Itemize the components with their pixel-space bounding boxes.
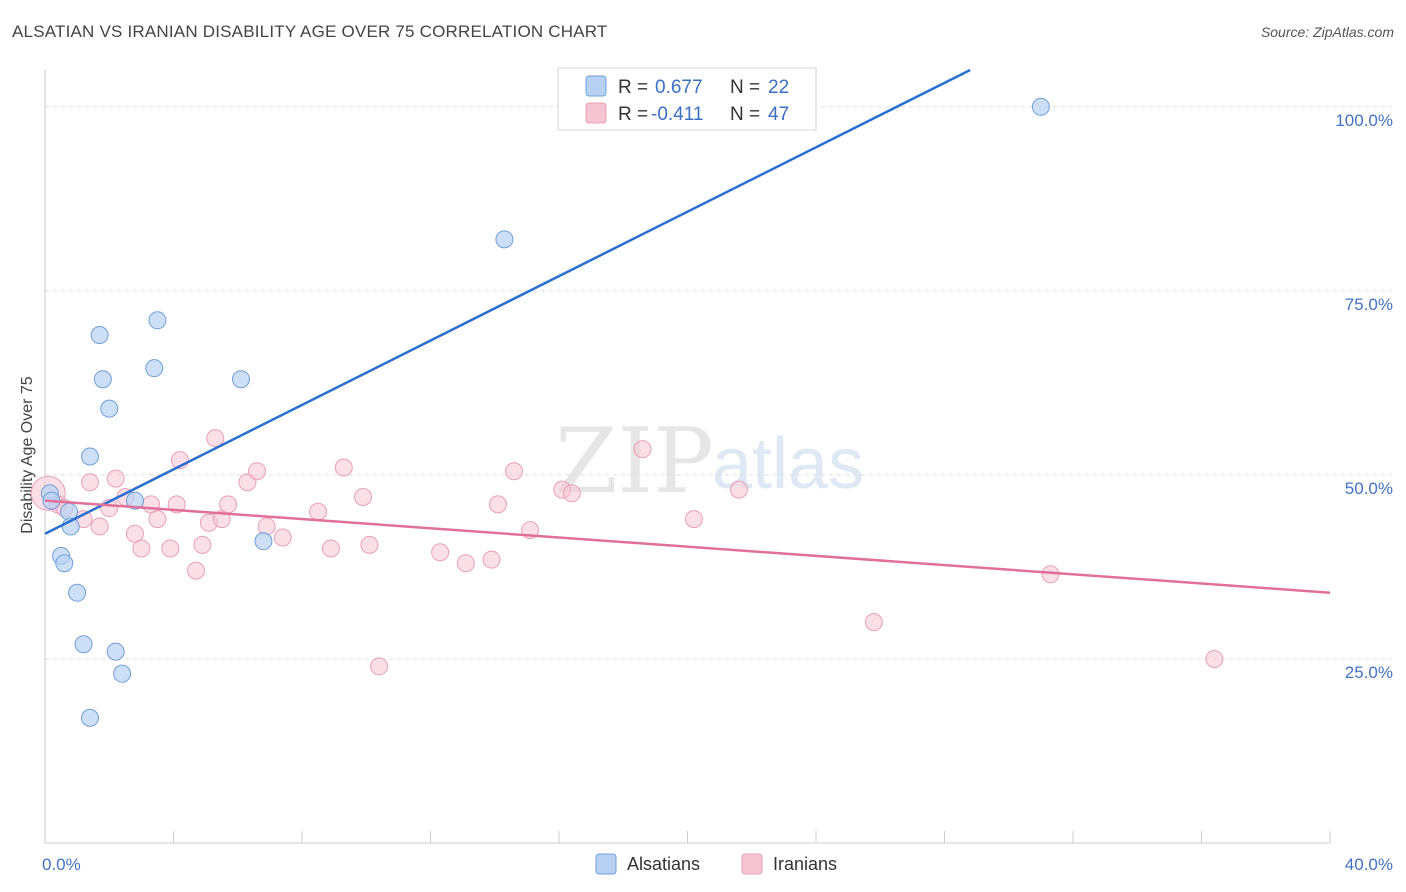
legend-r-label-iranians: R = [618,104,648,125]
series-legend-iranians: Iranians [773,854,837,874]
series-legend-alsatians: Alsatians [627,854,700,874]
alsatians-point [113,664,132,683]
series-legend-swatch-iranians [741,853,763,875]
iranians-point [321,539,340,558]
watermark-zip: ZIP [555,409,714,514]
y-tick-label: 100.0% [1335,111,1393,130]
alsatians-point [74,635,93,654]
iranians-point [273,528,292,547]
legend-swatch-alsatians [585,75,607,97]
iranians-point [370,657,389,676]
legend-r-value-alsatians: 0.677 [655,77,703,98]
series-legend-swatch-alsatians [595,853,617,875]
iranians-point [148,510,167,529]
iranians-point [482,550,501,569]
alsatians-point [148,311,167,330]
legend-n-value-iranians: 47 [768,104,789,125]
iranians-point [161,539,180,558]
alsatians-point [145,359,164,378]
iranians-point [80,473,99,492]
iranians-point [334,458,353,477]
iranians-point [257,517,276,536]
iranians-point [864,613,883,632]
iranians-point [309,502,328,521]
iranians-point [354,487,373,506]
alsatians-trend-line [44,68,971,535]
x-tick-labels: 0.0% 40.0% [42,855,1393,874]
iranians-point [106,469,125,488]
trend-lines [44,68,1331,594]
iranians-point [206,429,225,448]
iranians-point [132,539,151,558]
alsatians-point [55,554,74,573]
legend-n-value-alsatians: 22 [768,77,789,98]
iranians-point [186,561,205,580]
iranians-point [488,495,507,514]
y-tick-label: 50.0% [1345,479,1393,498]
iranians-point [193,535,212,554]
iranians-point [248,462,267,481]
alsatians-point [231,370,250,389]
alsatians-point [495,230,514,249]
iranians-point [729,480,748,499]
legend-r-value-iranians: -0.411 [651,104,703,125]
iranians-point [562,484,581,503]
correlation-legend: R = 0.677 N = 22 R = -0.411 N = 47 [557,67,817,131]
iranians-point [219,495,238,514]
legend-n-label-iranians: N = [730,104,760,125]
series-legend: Alsatians Iranians [595,853,837,875]
iranians-point [633,440,652,459]
y-tick-labels: 25.0% 50.0% 75.0% 100.0% [1335,111,1393,682]
alsatians-point [80,447,99,466]
alsatians-point [100,399,119,418]
iranians-point [684,510,703,529]
alsatians-point [125,491,144,510]
alsatians-point [254,532,273,551]
alsatians-point [90,326,109,345]
x-tick-label-max: 40.0% [1345,855,1393,874]
alsatians-point [106,642,125,661]
source-credit: Source: ZipAtlas.com [1260,24,1394,40]
alsatians-points [40,97,1050,727]
legend-swatch-iranians [585,102,607,124]
iranians-point [456,554,475,573]
alsatians-point [80,708,99,727]
watermark: ZIP atlas [555,409,864,514]
alsatians-point [1031,97,1050,116]
y-tick-label: 75.0% [1345,295,1393,314]
legend-r-label-alsatians: R = [618,77,648,98]
alsatians-point [68,583,87,602]
iranians-trend-line [44,499,1331,594]
chart-title: ALSATIAN VS IRANIAN DISABILITY AGE OVER … [12,22,608,41]
legend-n-label-alsatians: N = [730,77,760,98]
x-tick-label-min: 0.0% [42,855,81,874]
iranians-points [30,429,1224,676]
y-tick-label: 25.0% [1345,663,1393,682]
alsatians-point [93,370,112,389]
iranians-point [1205,649,1224,668]
iranians-point [505,462,524,481]
iranians-point [431,543,450,562]
iranians-point [360,535,379,554]
iranians-point [90,517,109,536]
axes [44,70,1331,844]
